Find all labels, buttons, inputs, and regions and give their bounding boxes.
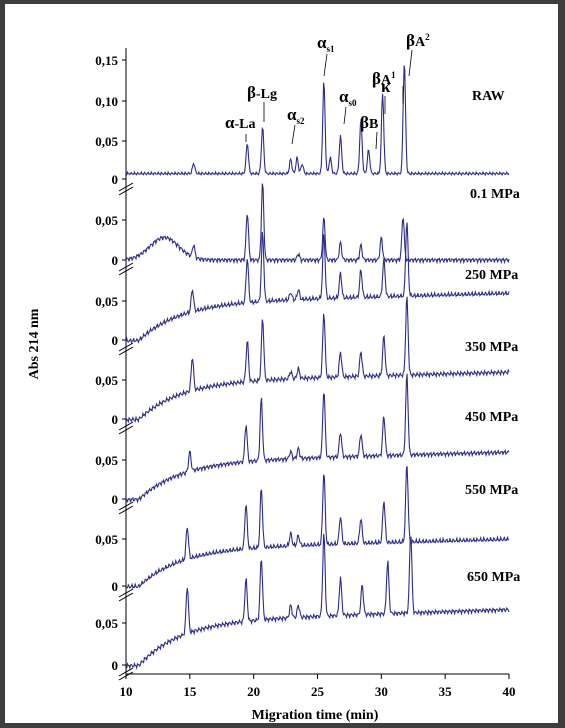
x-tick-label: 30: [375, 684, 388, 699]
axis-break-mark: [118, 421, 134, 431]
axis-break-mark: [118, 501, 134, 511]
y-tick-label: 0: [112, 492, 119, 507]
x-tick-label: 20: [247, 684, 260, 699]
x-tick-label: 35: [439, 684, 453, 699]
peak-label: β-Lg: [247, 83, 277, 102]
series-label-7: 650 MPa: [467, 570, 520, 585]
peak-label: αs2: [287, 105, 305, 126]
series-label-4: 350 MPa: [465, 340, 518, 355]
peak-label: αs0: [339, 87, 357, 108]
x-tick-label: 10: [120, 684, 133, 699]
y-tick-label: 0,05: [95, 213, 118, 228]
y-tick-label: 0,05: [95, 373, 118, 388]
y-tick-label: 0: [112, 333, 119, 348]
axis-break-mark: [118, 425, 134, 435]
series-label-5: 450 MPa: [465, 410, 518, 425]
y-tick-label: 0,05: [95, 294, 118, 309]
x-ticks: 10 15 20 25 30 35 40: [120, 674, 516, 699]
peak-leader-line: [291, 124, 296, 145]
trace-4: [125, 296, 510, 424]
x-axis-title: Migration time (min): [252, 708, 379, 723]
peak-label: κ: [381, 77, 391, 96]
axis-break-mark: [118, 262, 134, 272]
trace-1: [125, 65, 510, 177]
axis-break-mark: [118, 588, 134, 598]
series-labels: RAW 0.1 MPa 250 MPa 350 MPa 450 MPa 550 MPa 65…: [465, 89, 520, 585]
axis-break-mark: [118, 342, 134, 352]
y-ticks: 0,15 0,10 0,05 0 0,05 0 0,05 0 0,05 0 0,05 0 0,05 0 0,…: [95, 53, 134, 681]
y-axis-title: Abs 214 nm: [27, 308, 42, 379]
peak-label: βA1: [372, 69, 396, 88]
peak-label: αs1: [317, 33, 335, 54]
trace-5: [125, 373, 510, 504]
y-tick-label: 0,15: [95, 53, 118, 68]
axis-break-mark: [118, 667, 134, 677]
trace-2: [125, 183, 510, 265]
peak-labels: α-La β-Lg αs2 αs1 αs0 κβB βA1 βA2: [225, 31, 430, 150]
x-tick-label: 15: [183, 684, 197, 699]
axis-break-mark: [118, 505, 134, 515]
y-tick-label: 0,05: [95, 532, 118, 547]
y-tick-label: 0,05: [95, 134, 118, 149]
series-label-2: 0.1 MPa: [470, 187, 520, 202]
y-tick-label: 0,05: [95, 453, 118, 468]
series-label-3: 250 MPa: [465, 268, 518, 283]
peak-label: βA2: [406, 31, 430, 50]
y-tick-label: 0: [112, 579, 119, 594]
peak-leader-line: [408, 49, 413, 77]
y-tick-label: 0,10: [95, 94, 118, 109]
electropherogram-chart: 0,15 0,10 0,05 0 0,05 0 0,05 0 0,05 0 0,05 0 0,05 0 0,…: [27, 31, 520, 723]
peak-label: βB: [360, 113, 378, 132]
peak-label: α-La: [225, 113, 256, 132]
x-tick-label: 25: [311, 684, 325, 699]
peak-leader-line: [343, 106, 347, 125]
y-tick-label: 0: [112, 253, 119, 268]
series-label-6: 550 MPa: [465, 483, 518, 498]
x-tick-label: 40: [503, 684, 516, 699]
peak-leader-line: [323, 53, 328, 77]
y-tick-label: 0,05: [95, 616, 118, 631]
axis-break-mark: [118, 266, 134, 276]
trace-3: [125, 222, 510, 345]
trace-7: [125, 533, 510, 671]
axis-break-mark: [118, 186, 134, 196]
axis-break-mark: [118, 182, 134, 192]
axis-break-mark: [118, 592, 134, 602]
series-label-1: RAW: [472, 89, 505, 104]
trace-6: [125, 466, 510, 590]
y-tick-label: 0: [112, 658, 119, 673]
axes: [125, 48, 509, 675]
axis-break-mark: [118, 346, 134, 356]
y-tick-label: 0: [112, 412, 119, 427]
traces: [125, 65, 510, 671]
peak-leader-line: [375, 131, 378, 150]
y-tick-label: 0: [112, 172, 119, 187]
chart-panel: 0,15 0,10 0,05 0 0,05 0 0,05 0 0,05 0 0,05 0 0,05 0 0,…: [5, 4, 558, 723]
